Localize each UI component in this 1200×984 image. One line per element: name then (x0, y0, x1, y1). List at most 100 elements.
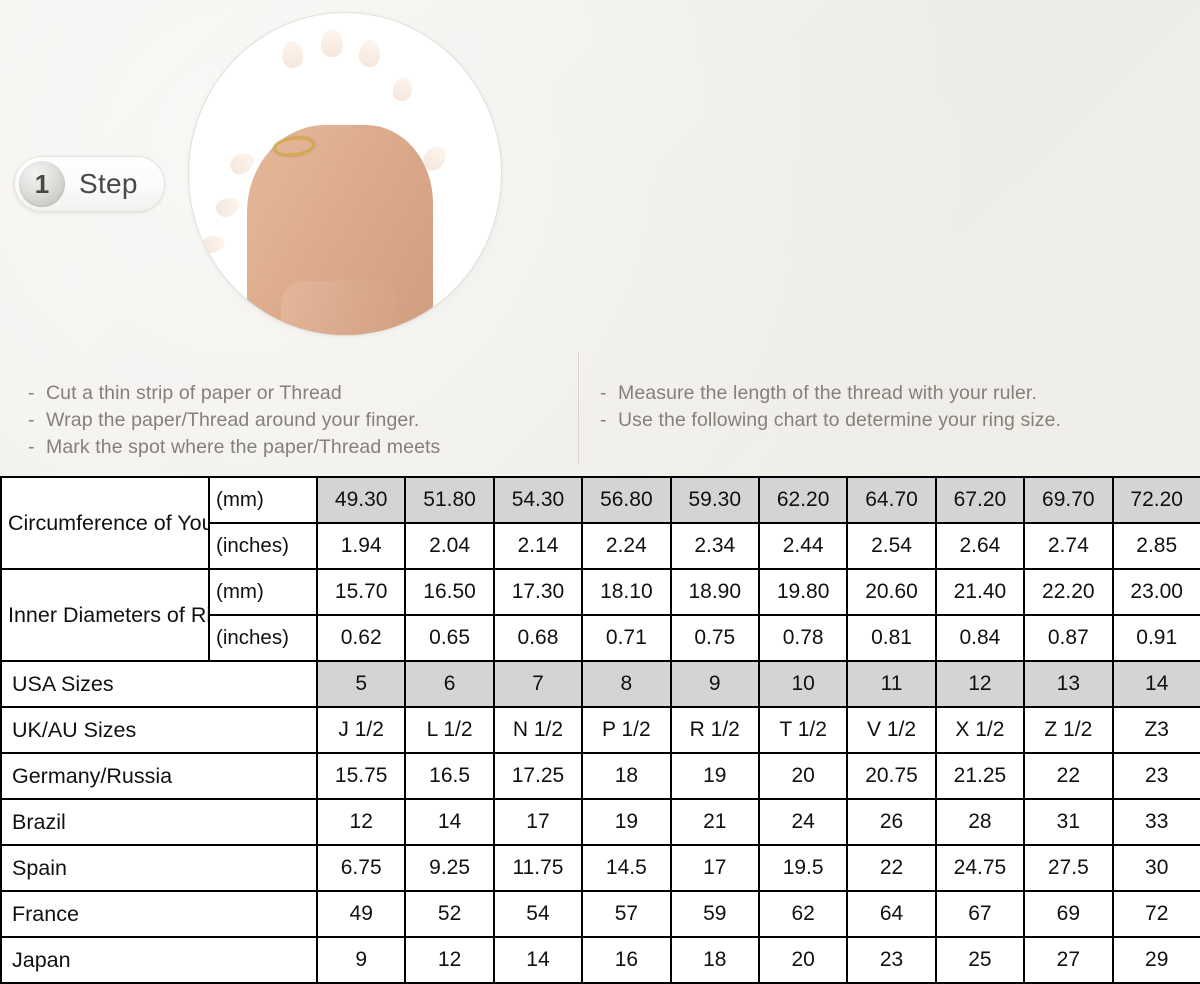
table-cell: 19 (581, 798, 672, 846)
table-cell: 20.75 (846, 752, 937, 800)
table-cell: 2.04 (404, 522, 495, 570)
table-cell: 19 (669, 752, 760, 800)
table-cell: 11 (846, 660, 937, 708)
instruction-item: - Use the following chart to determine yo… (600, 407, 1061, 434)
table-cell: 0.71 (581, 614, 672, 662)
table-cell: 19.5 (757, 844, 849, 892)
table-cell: 72 (1111, 890, 1200, 938)
step-1-photo (189, 13, 501, 335)
row-unit: (mm) (208, 476, 318, 524)
table-cell: 20.60 (846, 568, 937, 616)
table-cell: 33 (1111, 798, 1200, 846)
bullet-dash-icon: - (28, 382, 35, 404)
step-panel-2: 1 2 3 MADE IN INDIA (578, 0, 1200, 468)
table-cell: 7 (492, 660, 584, 708)
table-cell: R 1/2 (669, 706, 760, 754)
table-cell: 2.64 (934, 522, 1026, 570)
table-row: USA Sizes 5 6 7 8 9 10 11 12 13 14 (0, 660, 1200, 708)
table-cell: 72.20 (1111, 476, 1200, 524)
table-cell: 0.78 (757, 614, 849, 662)
table-cell: 22.20 (1023, 568, 1114, 616)
table-cell: P 1/2 (581, 706, 672, 754)
table-cell: 10 (757, 660, 849, 708)
instruction-item: - Wrap the paper/Thread around your finge… (28, 407, 440, 434)
table-cell: 17.25 (492, 752, 584, 800)
step-panel-1: 1 Step - Cut a thin strip of paper or Thr… (0, 0, 578, 468)
table-cell: 23 (846, 936, 937, 984)
table-cell: 0.68 (492, 614, 584, 662)
table-row: Spain 6.75 9.25 11.75 14.5 17 19.5 22 24.75 27.5 3… (0, 844, 1200, 892)
table-cell: 12 (404, 936, 495, 984)
table-cell: 0.81 (846, 614, 937, 662)
table-cell: 2.44 (757, 522, 849, 570)
table-cell: 8 (581, 660, 672, 708)
table-cell: 59 (669, 890, 760, 938)
table-cell: 25 (934, 936, 1026, 984)
table-cell: 1.94 (315, 522, 407, 570)
table-cell: 23.00 (1111, 568, 1200, 616)
instruction-text: Use the following chart to determine you… (618, 409, 1062, 431)
table-cell: 5 (315, 660, 407, 708)
panel-divider (578, 352, 579, 464)
step-2-instructions: - Measure the length of the thread with y… (600, 380, 1061, 434)
table-cell: 26 (846, 798, 937, 846)
table-cell: 20 (757, 936, 849, 984)
table-cell: 54 (492, 890, 584, 938)
table-cell: 14.5 (581, 844, 672, 892)
row-label: UK/AU Sizes (0, 706, 318, 754)
step-1-number: 1 (19, 161, 65, 207)
table-cell: 57 (581, 890, 672, 938)
table-cell: 12 (934, 660, 1026, 708)
table-cell: 24 (757, 798, 849, 846)
table-cell: 0.91 (1111, 614, 1200, 662)
table-cell: 17 (492, 798, 584, 846)
instruction-item: - Cut a thin strip of paper or Thread (28, 380, 440, 407)
table-cell: 18.10 (581, 568, 672, 616)
table-cell: 13 (1023, 660, 1114, 708)
table-cell: 11.75 (492, 844, 584, 892)
table-row: Inner Diameters of Rings(mm)15.7016.5017… (0, 568, 1200, 662)
ring-size-table: Circumference of Your Finger(mm)49.3051.… (0, 476, 1200, 984)
table-row: Brazil 12 14 17 19 21 24 26 28 31 33 (0, 798, 1200, 846)
table-cell: 16.50 (404, 568, 495, 616)
table-cell: 12 (315, 798, 407, 846)
table-row: Circumference of Your Finger(mm)49.3051.… (0, 476, 1200, 570)
table-cell: 56.80 (581, 476, 672, 524)
table-cell: 9.25 (404, 844, 495, 892)
table-cell: N 1/2 (492, 706, 584, 754)
instruction-item: - Measure the length of the thread with y… (600, 380, 1061, 407)
table-cell: 14 (492, 936, 584, 984)
table-cell: 0.75 (669, 614, 760, 662)
table-cell: 49.30 (315, 476, 407, 524)
table-cell: 18.90 (669, 568, 760, 616)
table-cell: 18 (581, 752, 672, 800)
table-cell: 59.30 (669, 476, 760, 524)
table-row: (inches) 1.94 2.04 2.14 2.24 2.34 2.44 2.54 2.64… (1, 522, 1200, 570)
instruction-text: Wrap the paper/Thread around your finger… (46, 409, 420, 431)
table-cell: 16 (581, 936, 672, 984)
table-cell: 69.70 (1023, 476, 1114, 524)
table-cell: J 1/2 (315, 706, 407, 754)
instruction-text: Mark the spot where the paper/Thread mee… (46, 436, 441, 458)
table-cell: 27.5 (1023, 844, 1114, 892)
table-cell: V 1/2 (846, 706, 937, 754)
step-1-instructions: - Cut a thin strip of paper or Thread - Wr… (28, 380, 440, 461)
step-1-badge: 1 Step (14, 156, 165, 212)
table-cell: 0.62 (315, 614, 407, 662)
table-cell: 15.75 (315, 752, 407, 800)
table-cell: 2.14 (492, 522, 584, 570)
table-cell: 14 (1111, 660, 1200, 708)
table-cell: 62 (757, 890, 849, 938)
table-cell: 23 (1111, 752, 1200, 800)
row-unit: (inches) (208, 522, 318, 570)
table-cell: 2.34 (669, 522, 760, 570)
table-cell: L 1/2 (404, 706, 495, 754)
table-cell: 2.24 (581, 522, 672, 570)
instruction-text: Cut a thin strip of paper or Thread (46, 382, 342, 404)
table-cell: 24.75 (934, 844, 1026, 892)
table-cell: 52 (404, 890, 495, 938)
bullet-dash-icon: - (28, 436, 35, 458)
table-cell: 6 (404, 660, 495, 708)
table-row: UK/AU Sizes J 1/2 L 1/2 N 1/2 P 1/2 R 1/2 T 1/… (0, 706, 1200, 754)
